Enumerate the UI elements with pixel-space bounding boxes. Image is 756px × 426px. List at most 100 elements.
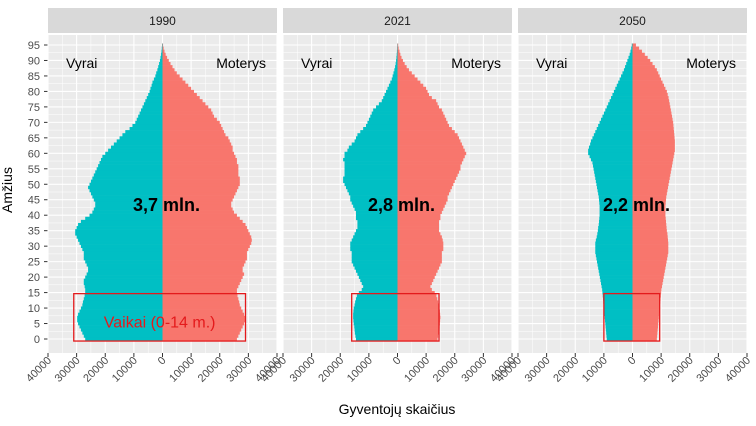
female-bar	[633, 217, 666, 220]
female-bar	[163, 71, 177, 74]
female-bar	[163, 65, 173, 68]
male-bar	[356, 337, 398, 340]
male-bar	[624, 68, 633, 71]
female-bar	[163, 136, 229, 139]
female-bar	[163, 285, 239, 288]
male-bar	[354, 307, 398, 310]
male-bar	[589, 146, 633, 149]
female-bar	[163, 62, 171, 65]
x-tick-label: 40000	[24, 355, 54, 385]
male-bar	[141, 108, 162, 111]
female-bar	[163, 167, 239, 170]
male-bar	[355, 266, 398, 269]
male-bar	[162, 47, 163, 50]
female-bar	[633, 229, 667, 232]
male-bar	[355, 300, 397, 303]
y-tick-label: 50	[28, 179, 40, 191]
female-bar	[633, 108, 671, 111]
male-bar	[75, 232, 162, 235]
female-bar	[398, 242, 444, 245]
female-bar	[633, 164, 673, 167]
male-bar	[357, 226, 397, 229]
male-bar	[81, 220, 163, 223]
male-bar	[111, 146, 163, 149]
female-bar	[633, 220, 666, 223]
male-bar	[353, 263, 397, 266]
female-bar	[398, 285, 431, 288]
x-tick-label: 20000	[551, 355, 581, 385]
female-bar	[163, 155, 236, 158]
female-bar	[633, 186, 668, 189]
female-bar	[633, 152, 675, 155]
male-bar	[352, 260, 398, 263]
male-bar	[85, 288, 162, 291]
male-bar	[610, 99, 633, 102]
male-bar	[595, 248, 632, 251]
male-bar	[85, 276, 162, 279]
male-bar	[161, 50, 162, 53]
female-bar	[163, 53, 166, 56]
male-bar	[353, 316, 397, 319]
female-bar	[163, 56, 168, 59]
x-tick-label: 10000	[110, 355, 140, 385]
male-bar	[356, 229, 398, 232]
male-bar	[343, 180, 397, 183]
y-tick-label: 85	[28, 71, 40, 83]
male-bar	[604, 310, 632, 313]
female-bar	[633, 310, 660, 313]
male-bar	[345, 173, 398, 176]
male-bar	[88, 186, 162, 189]
male-bar	[607, 105, 633, 108]
male-bar	[395, 65, 397, 68]
y-tick-label: 10	[28, 303, 40, 315]
male-bar	[355, 334, 397, 337]
male-bar	[595, 177, 632, 180]
male-bar	[84, 297, 163, 300]
female-bar	[398, 170, 460, 173]
male-bar	[598, 189, 633, 192]
male-bar	[90, 189, 163, 192]
female-bar	[633, 170, 671, 173]
female-bar	[398, 220, 440, 223]
male-bar	[392, 77, 398, 80]
male-bar	[595, 245, 632, 248]
male-bar	[606, 334, 632, 337]
male-bar	[83, 300, 163, 303]
male-bar	[150, 90, 163, 93]
male-bar	[354, 322, 398, 325]
male-bar	[588, 152, 632, 155]
male-bar	[606, 325, 633, 328]
female-bar	[163, 220, 243, 223]
female-bar	[633, 167, 672, 170]
male-bar	[353, 235, 397, 238]
female-bar	[398, 189, 451, 192]
males-label: Vyrai	[301, 55, 332, 71]
female-bar	[398, 68, 409, 71]
male-bar	[363, 285, 397, 288]
y-tick-label: 40	[28, 210, 40, 222]
male-bar	[596, 183, 632, 186]
male-bar	[590, 142, 632, 145]
y-tick-label: 60	[28, 148, 40, 160]
male-bar	[602, 288, 632, 291]
male-bar	[367, 121, 397, 124]
male-bar	[84, 282, 163, 285]
female-bar	[163, 102, 206, 105]
male-bar	[360, 279, 397, 282]
male-bar	[85, 337, 162, 340]
male-bar	[606, 328, 633, 331]
female-bar	[163, 68, 175, 71]
female-bar	[398, 325, 440, 328]
x-tick-label: 20000	[81, 355, 111, 385]
female-bar	[633, 300, 661, 303]
female-bar	[633, 112, 672, 115]
female-bar	[163, 257, 247, 260]
female-bar	[633, 155, 674, 158]
male-bar	[357, 133, 397, 136]
female-bar	[633, 226, 667, 229]
female-bar	[398, 112, 444, 115]
female-bar	[398, 266, 440, 269]
x-tick-label: 40000	[723, 355, 753, 385]
female-bar	[163, 127, 223, 130]
y-tick-label: 5	[34, 319, 40, 331]
